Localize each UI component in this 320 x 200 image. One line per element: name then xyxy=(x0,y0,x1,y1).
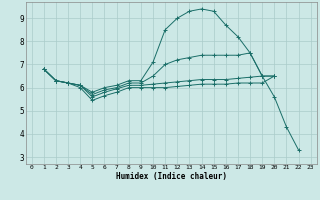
X-axis label: Humidex (Indice chaleur): Humidex (Indice chaleur) xyxy=(116,172,227,181)
